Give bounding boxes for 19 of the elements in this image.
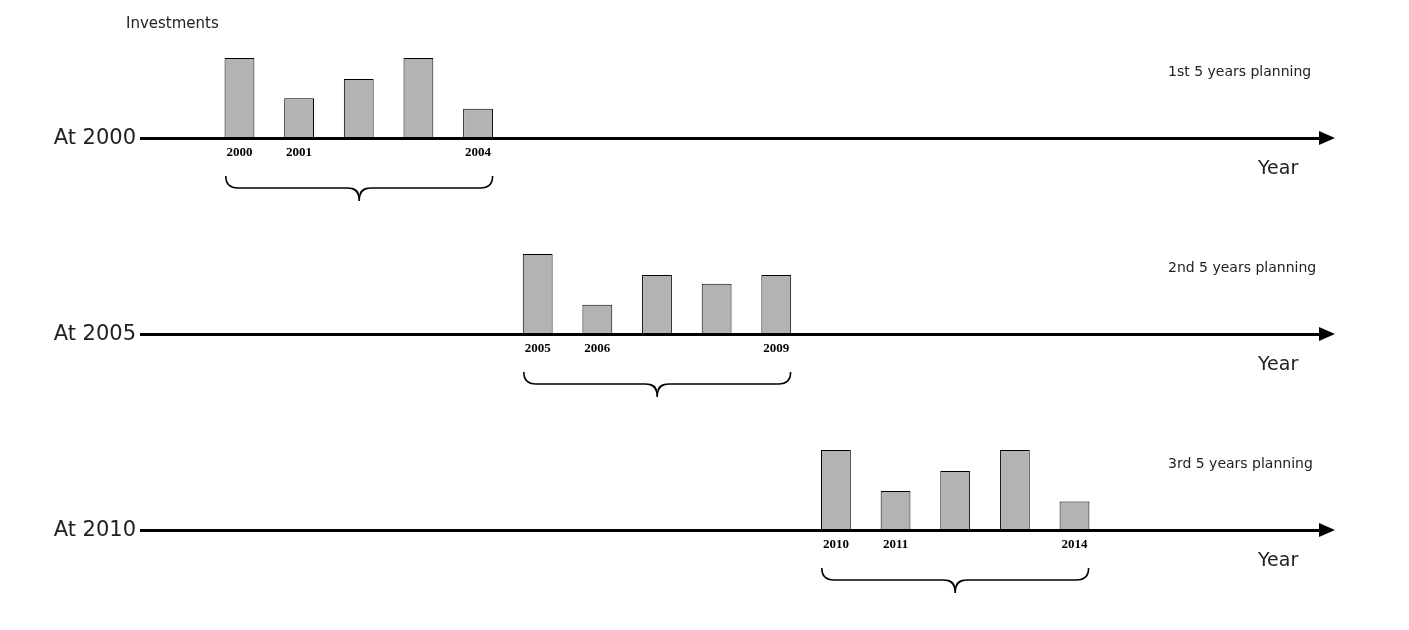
text: At 2000	[53, 124, 136, 149]
text: Year	[1258, 352, 1299, 375]
x-tick-label: 2014	[1061, 535, 1088, 551]
text: Year	[1258, 156, 1299, 179]
text: 2nd 5 years planning	[1168, 259, 1317, 276]
x-tick-label: 2000	[226, 143, 253, 159]
text: Year	[1258, 548, 1299, 571]
text: 1st 5 years planning	[1168, 63, 1312, 80]
text: At 2010	[53, 516, 136, 541]
x-tick-label: 2010	[822, 535, 849, 551]
x-tick-label: 2011	[882, 535, 909, 551]
x-tick-label: 2005	[524, 339, 552, 355]
y-axis-title: Investments	[126, 13, 219, 32]
x-tick-label: 2006	[584, 339, 611, 355]
x-tick-label: 2009	[763, 339, 790, 355]
x-tick-label: 2004	[465, 143, 492, 159]
x-tick-label: 2001	[286, 143, 313, 159]
text: 3rd 5 years planning	[1168, 455, 1313, 472]
text: At 2005	[53, 320, 136, 345]
